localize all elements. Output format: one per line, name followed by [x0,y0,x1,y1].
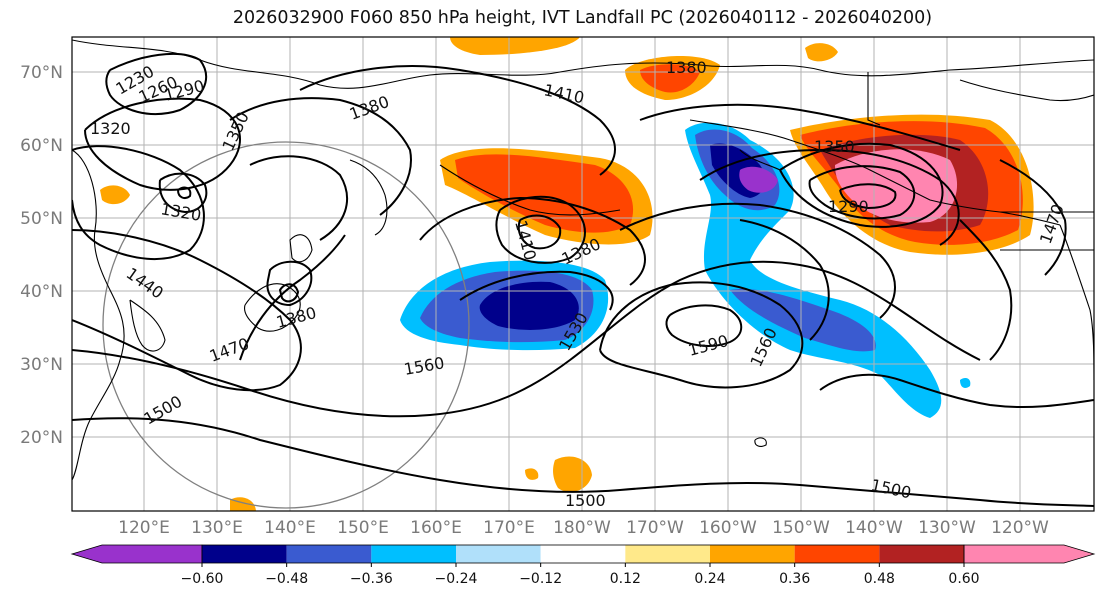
lat-label: 20°N [20,428,63,448]
contour-label: 1470 [207,334,252,366]
colorbar-swatch [202,545,287,563]
lon-label: 160°W [699,518,757,538]
contour-label: 1560 [746,325,780,370]
map-title: 2026032900 F060 850 hPa height, IVT Land… [232,8,933,28]
positive-ivt-region [525,468,539,480]
lat-label: 30°N [20,355,63,375]
colorbar-swatch [286,545,372,563]
contour-label: 1290 [828,197,869,216]
colorbar-tick-label: −0.24 [435,571,478,587]
contour-label: 1440 [123,264,167,303]
positive-ivt-region [100,185,130,205]
positive-ivt-region [553,456,592,492]
colorbar-tick-label: −0.36 [350,571,393,587]
contour-label: 1350 [218,109,252,154]
lon-label: 170°W [626,518,684,538]
lon-label: 150°W [772,518,830,538]
colorbar-swatch [371,545,456,563]
lon-label: 150°E [337,518,389,538]
colorbar: −0.60 −0.48 −0.36 −0.24 −0.12 0.12 0.24 0.36 0.4… [70,544,1096,587]
lon-label: 130°E [191,518,243,538]
longitude-labels: 120°E 130°E 140°E 150°E 160°E 170°E 180°… [118,518,1049,538]
colorbar-swatch [625,545,710,563]
lat-label: 70°N [20,63,63,83]
lon-label: 120°W [991,518,1049,538]
positive-ivt-region [455,154,634,233]
contour-label: 1470 [1036,202,1068,247]
lon-label: 160°E [410,518,462,538]
positive-ivt-region [805,43,838,62]
positive-ivt-region [450,37,580,55]
positive-ivt-region [230,497,256,511]
colorbar-swatch [794,545,880,563]
contour-label: 1320 [159,199,202,225]
lon-label: 140°E [264,518,316,538]
colorbar-extend-high [963,544,1096,564]
negative-ivt-region [960,378,971,388]
contour-label: 1590 [686,331,730,360]
lat-label: 60°N [20,136,63,156]
colorbar-tick-label: −0.60 [181,571,224,587]
contour-label: 1500 [141,392,186,429]
negative-ivt-region [479,281,579,330]
lat-label: 40°N [20,282,63,302]
map-frame [71,36,1095,512]
colorbar-extend-low [70,544,203,564]
colorbar-swatch [456,545,541,563]
negative-ivt-region [730,289,876,352]
negative-ivt-region [739,166,778,193]
lon-label: 120°E [118,518,170,538]
lat-lon-grid [72,37,1094,511]
colorbar-tick-label: 0.60 [948,571,979,587]
height-contours [72,53,1094,507]
colorbar-swatch [879,545,964,563]
contour-label: 1500 [565,491,606,510]
lon-label: 170°E [483,518,535,538]
contour-label: 1320 [90,119,131,138]
lat-label: 50°N [20,209,63,229]
colorbar-frame [201,544,965,564]
colorbar-tick-label: 0.12 [610,571,641,587]
contour-label: 1500 [869,475,913,502]
range-circle [102,141,470,509]
contour-label: 1410 [542,80,586,107]
colorbar-tick-label: −0.12 [519,571,562,587]
colorbar-tick-label: 0.24 [694,571,725,587]
lon-label: 130°W [918,518,976,538]
colorbar-swatch [710,545,795,563]
lon-label: 140°W [845,518,903,538]
lon-label: 180°W [553,518,611,538]
latitude-labels: 70°N 60°N 50°N 40°N 30°N 20°N [20,63,63,448]
coastlines [72,39,1094,481]
colorbar-tick-label: 0.48 [864,571,895,587]
colorbar-tick-label: 0.36 [779,571,810,587]
colorbar-swatch [540,545,626,563]
contour-label: 1350 [814,137,855,156]
contour-label: 1380 [666,58,707,77]
contour-label: 1560 [402,353,445,379]
colorbar-tick-label: −0.48 [265,571,308,587]
